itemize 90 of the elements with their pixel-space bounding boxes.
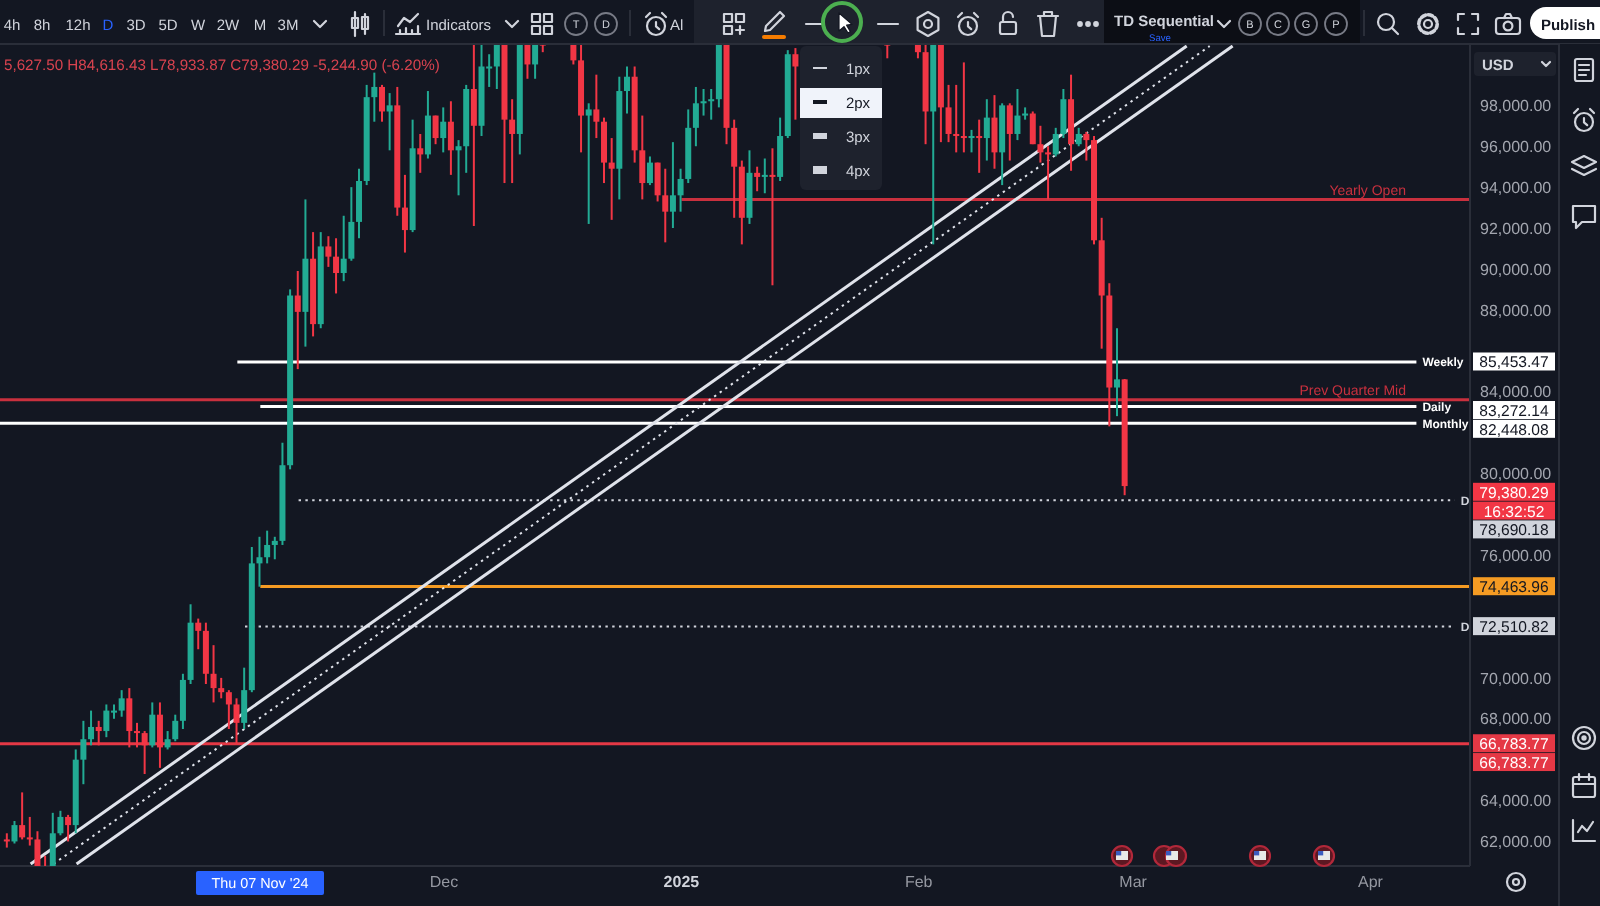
y-tick-label: 94,000.00 [1480, 178, 1553, 197]
y-tick-label: 96,000.00 [1480, 137, 1553, 156]
candlestick [11, 820, 18, 845]
candlestick [769, 147, 776, 287]
candlestick [225, 689, 232, 730]
candlestick [325, 235, 332, 268]
candlestick [1045, 145, 1052, 201]
candlestick [126, 687, 133, 749]
candlestick [156, 701, 163, 769]
y-tick-label: 68,000.00 [1480, 710, 1553, 729]
candlestick [593, 73, 600, 140]
candlestick [524, 44, 531, 80]
candlestick [662, 167, 669, 244]
x-tick-label: Mar [1119, 873, 1148, 892]
candlestick [1006, 102, 1013, 162]
candlestick [233, 697, 240, 745]
y-tick-label: 62,000.00 [1480, 833, 1553, 852]
y-tick-label: 88,000.00 [1480, 301, 1553, 320]
candlestick [19, 791, 26, 841]
candlestick [708, 87, 715, 121]
candlestick [493, 44, 500, 90]
candlestick [953, 83, 960, 154]
y-tick-label: 90,000.00 [1480, 260, 1553, 279]
candlestick [754, 165, 761, 193]
candlestick [401, 173, 408, 254]
x-tick-label: Dec [429, 873, 459, 892]
candlestick [356, 167, 363, 240]
candlestick [700, 87, 707, 117]
candlestick [49, 811, 56, 866]
candlestick [88, 709, 95, 747]
candlestick [65, 813, 72, 843]
candlestick [133, 721, 140, 749]
x-tick-label: Feb [904, 873, 934, 892]
candlestick [1014, 87, 1021, 142]
candlestick [447, 100, 454, 176]
candlestick [3, 832, 10, 849]
candlestick [294, 269, 301, 371]
candlestick [983, 98, 990, 162]
candlestick [424, 90, 431, 160]
y-tick-label: 76,000.00 [1480, 546, 1553, 565]
candlestick [440, 106, 447, 154]
candlestick [999, 102, 1006, 187]
candlestick [195, 617, 202, 651]
candlestick [669, 141, 676, 230]
candlestick [646, 155, 653, 187]
candlestick [601, 116, 608, 185]
candlestick [945, 83, 952, 144]
candlestick [179, 672, 186, 730]
y-tick-label: 64,000.00 [1480, 792, 1553, 811]
candlestick [968, 128, 975, 154]
candlestick [608, 137, 615, 221]
candlestick [692, 85, 699, 148]
candlestick [532, 44, 539, 80]
y-tick-label: 98,000.00 [1480, 97, 1553, 116]
candlestick [761, 157, 768, 195]
candlestick [1113, 327, 1120, 418]
candlestick [1068, 73, 1075, 172]
candlestick [509, 98, 516, 185]
candlestick [976, 118, 983, 174]
y-tick-label: 70,000.00 [1480, 669, 1553, 688]
candlestick [241, 666, 248, 730]
candlestick [746, 149, 753, 225]
candlestick [210, 644, 217, 704]
x-tick-label: Apr [1358, 873, 1384, 892]
candlestick [172, 713, 179, 743]
candlestick [95, 719, 102, 747]
candlestick [991, 94, 998, 170]
y-tick-label: 92,000.00 [1480, 219, 1553, 238]
x-tick-label: 2025 [663, 873, 701, 892]
candlestick [432, 114, 439, 146]
candlestick [777, 116, 784, 182]
y-tick-label: 84,000.00 [1480, 383, 1553, 402]
candlestick [103, 703, 110, 739]
candlestick [264, 529, 271, 565]
candlestick [585, 102, 592, 225]
candlestick [386, 92, 393, 152]
candlestick [118, 689, 125, 718]
candlestick [149, 701, 156, 749]
candlestick [202, 621, 209, 686]
candlestick [960, 61, 967, 154]
candlestick [141, 730, 148, 775]
candlestick [792, 47, 799, 121]
y-tick-label: 80,000.00 [1480, 465, 1553, 484]
candlestick [470, 44, 477, 227]
candlestick [378, 83, 385, 123]
candlestick [417, 132, 424, 174]
candlestick [1083, 130, 1090, 162]
candlestick [1075, 126, 1082, 148]
candlestick [623, 65, 630, 115]
candlestick [333, 237, 340, 295]
